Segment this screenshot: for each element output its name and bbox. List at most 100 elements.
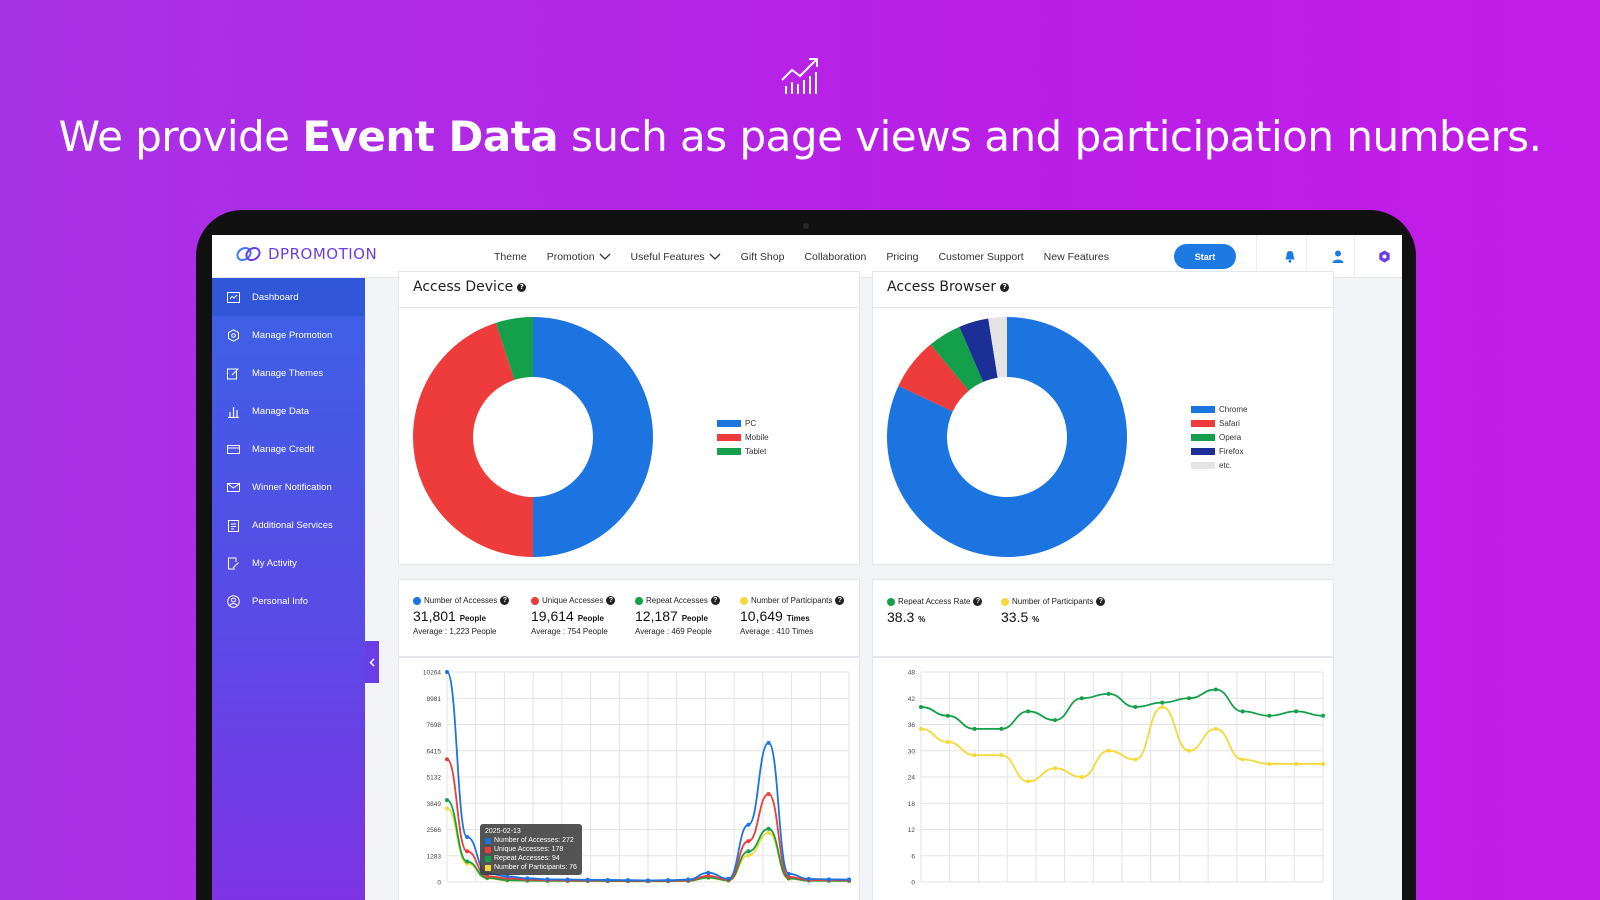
data-point[interactable] <box>445 757 449 762</box>
data-point[interactable] <box>746 853 751 858</box>
slice-pc[interactable] <box>533 317 653 557</box>
data-point[interactable] <box>1133 757 1138 762</box>
data-point[interactable] <box>999 753 1004 758</box>
data-point[interactable] <box>1267 713 1272 718</box>
data-point[interactable] <box>585 877 590 882</box>
data-point[interactable] <box>465 859 470 864</box>
sidebar-item-manage-themes[interactable]: Manage Themes <box>212 354 365 392</box>
legend-item[interactable]: etc. <box>1191 458 1247 472</box>
data-point[interactable] <box>919 705 923 709</box>
data-point[interactable] <box>1026 709 1031 714</box>
slice-safari[interactable] <box>898 344 969 412</box>
data-point[interactable] <box>1240 709 1245 714</box>
data-point[interactable] <box>1267 761 1272 766</box>
user-icon[interactable] <box>1328 246 1348 266</box>
data-point[interactable] <box>625 878 630 883</box>
help-icon[interactable]: ? <box>835 596 845 605</box>
help-icon[interactable]: ? <box>1000 282 1010 292</box>
data-point[interactable] <box>1187 696 1191 701</box>
nav-collaboration[interactable]: Collaboration <box>804 250 867 263</box>
data-point[interactable] <box>1026 779 1031 784</box>
nav-theme[interactable]: Theme <box>494 250 527 263</box>
legend-item[interactable]: Chrome <box>1191 402 1247 416</box>
data-point[interactable] <box>1240 757 1245 762</box>
data-point[interactable] <box>1321 713 1325 718</box>
sidebar-item-dashboard[interactable]: Dashboard <box>212 278 365 316</box>
sidebar-item-manage-data[interactable]: Manage Data <box>212 392 365 430</box>
data-point[interactable] <box>847 877 851 882</box>
data-point[interactable] <box>1053 766 1057 771</box>
sidebar-item-personal-info[interactable]: Personal Info <box>212 582 365 620</box>
nav-gift-shop[interactable]: Gift Shop <box>740 250 785 263</box>
data-point[interactable] <box>1133 705 1138 709</box>
data-point[interactable] <box>726 876 731 881</box>
start-button[interactable]: Start <box>1174 244 1236 269</box>
settings-icon[interactable] <box>1374 246 1394 266</box>
help-icon[interactable]: ? <box>710 596 720 605</box>
data-point[interactable] <box>945 740 950 744</box>
help-icon[interactable]: ? <box>606 596 616 605</box>
help-icon[interactable]: ? <box>973 597 983 606</box>
data-point[interactable] <box>766 792 771 797</box>
data-point[interactable] <box>666 878 671 883</box>
data-point[interactable] <box>919 726 923 731</box>
data-point[interactable] <box>465 834 470 839</box>
data-point[interactable] <box>445 798 449 803</box>
data-point[interactable] <box>766 740 771 745</box>
nav-new-features[interactable]: New Features <box>1043 250 1110 263</box>
legend-item[interactable]: Safari <box>1191 416 1247 430</box>
data-point[interactable] <box>445 806 449 811</box>
data-point[interactable] <box>1187 748 1191 753</box>
nav-promotion[interactable]: Promotion <box>547 251 611 263</box>
sidebar-collapse-toggle[interactable] <box>365 641 379 683</box>
slice-mobile[interactable] <box>413 322 533 557</box>
logo[interactable]: DPROMOTION <box>236 245 377 263</box>
data-point[interactable] <box>1106 691 1111 696</box>
slice-opera[interactable] <box>930 326 984 391</box>
slice-etc[interactable] <box>988 317 1007 378</box>
data-point[interactable] <box>786 874 791 879</box>
data-point[interactable] <box>605 877 610 882</box>
data-point[interactable] <box>565 877 570 882</box>
data-point[interactable] <box>746 822 751 827</box>
data-point[interactable] <box>972 726 977 731</box>
data-point[interactable] <box>766 826 771 831</box>
data-point[interactable] <box>545 877 550 882</box>
nav-useful-features[interactable]: Useful Features <box>631 251 721 263</box>
slice-chrome[interactable] <box>887 317 1127 557</box>
legend-item[interactable]: Firefox <box>1191 444 1247 458</box>
data-point[interactable] <box>445 670 449 674</box>
data-point[interactable] <box>746 839 751 844</box>
data-point[interactable] <box>1294 761 1299 766</box>
data-point[interactable] <box>1160 700 1165 705</box>
help-icon[interactable]: ? <box>500 596 510 605</box>
slice-firefox[interactable] <box>959 318 998 382</box>
legend-item[interactable]: PC <box>717 416 769 430</box>
data-point[interactable] <box>806 876 811 881</box>
bell-icon[interactable] <box>1280 246 1300 266</box>
data-point[interactable] <box>646 878 650 883</box>
legend-item[interactable]: Opera <box>1191 430 1247 444</box>
data-point[interactable] <box>1079 775 1084 779</box>
data-point[interactable] <box>1213 687 1218 692</box>
data-point[interactable] <box>786 871 791 876</box>
sidebar-item-winner-notification[interactable]: Winner Notification <box>212 468 365 506</box>
nav-pricing[interactable]: Pricing <box>886 250 919 263</box>
data-point[interactable] <box>706 873 711 878</box>
sidebar-item-manage-credit[interactable]: Manage Credit <box>212 430 365 468</box>
sidebar-item-manage-promotion[interactable]: Manage Promotion <box>212 316 365 354</box>
data-point[interactable] <box>766 830 771 835</box>
data-point[interactable] <box>686 877 691 882</box>
data-point[interactable] <box>1106 748 1111 753</box>
data-point[interactable] <box>999 726 1004 731</box>
data-point[interactable] <box>1321 761 1325 766</box>
data-point[interactable] <box>525 876 530 881</box>
help-icon[interactable]: ? <box>517 282 527 292</box>
data-point[interactable] <box>1079 696 1084 701</box>
sidebar-item-my-activity[interactable]: My Activity <box>212 544 365 582</box>
data-point[interactable] <box>972 753 977 758</box>
data-point[interactable] <box>1213 726 1218 731</box>
legend-item[interactable]: Tablet <box>717 444 769 458</box>
data-point[interactable] <box>485 874 490 879</box>
data-point[interactable] <box>826 877 831 882</box>
